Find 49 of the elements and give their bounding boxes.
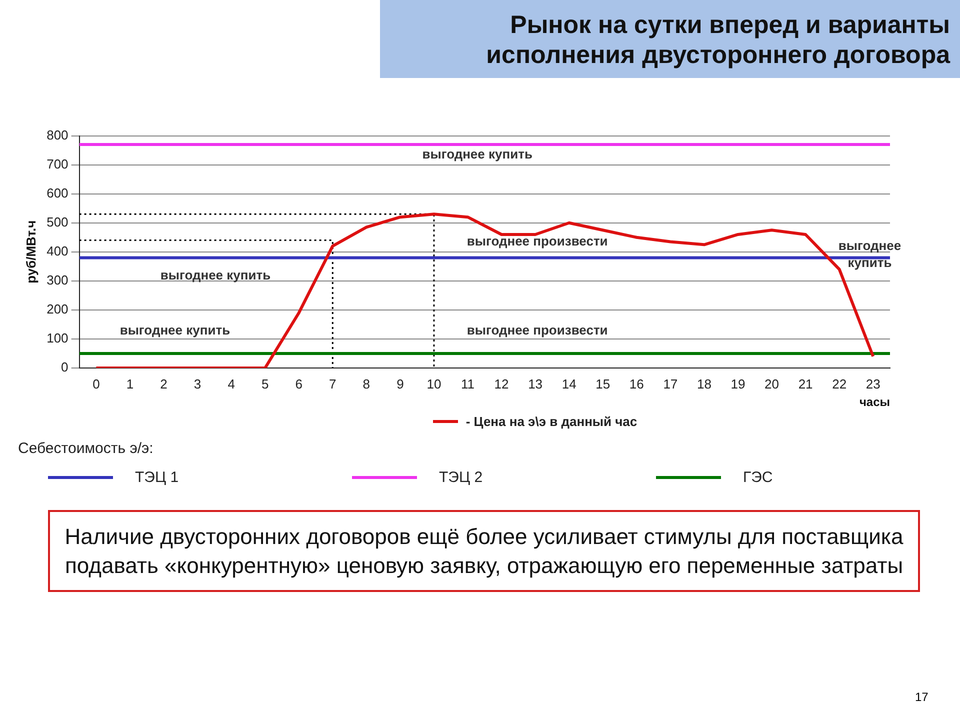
x-tick-label: 22 — [832, 376, 847, 392]
y-axis-title: руб/МВт.ч — [23, 220, 38, 284]
text: Наличие двусторонних договоров ещё более усиливает стимулы для поставщика подавать «конкурентную» ценовую заявку, отражающую его переменные затраты — [48, 510, 920, 592]
x-axis-title: часы — [859, 395, 890, 410]
text: 17 — [915, 690, 928, 704]
x-tick-label: 6 — [295, 376, 302, 392]
x-tick-label: 20 — [764, 376, 780, 392]
annotation: выгоднее купить — [838, 237, 902, 272]
x-tick-label: 19 — [730, 376, 746, 392]
x-tick-label: 15 — [596, 376, 610, 392]
x-tick-label: 9 — [396, 376, 404, 392]
x-tick-label: 1 — [126, 376, 134, 392]
x-tick-label: 8 — [362, 376, 370, 392]
x-tick-label: 7 — [329, 376, 336, 392]
x-tick-label: 21 — [798, 376, 813, 392]
legend-label: ГЭС — [743, 469, 773, 486]
x-tick-label: 4 — [228, 376, 235, 392]
y-tick-label: 200 — [46, 302, 68, 317]
x-tick-label: 16 — [629, 376, 644, 392]
y-tick-label: 700 — [46, 156, 68, 172]
x-tick-label: 13 — [528, 376, 543, 392]
x-tick-label: 14 — [562, 376, 576, 392]
x-tick-label: 11 — [461, 376, 475, 392]
x-tick-label: 12 — [494, 376, 509, 392]
x-tick-label: 0 — [92, 376, 100, 392]
x-tick-label: 2 — [160, 376, 168, 392]
annotation: выгоднее купить — [160, 266, 271, 284]
annotation: выгоднее произвести — [466, 321, 608, 338]
y-tick-label: 400 — [46, 243, 68, 258]
x-tick-label: 18 — [696, 376, 712, 392]
legend-label: ТЭЦ 1 — [135, 469, 179, 486]
annotation: выгоднее купить — [422, 146, 532, 163]
legend-label: - Цена на э\э в данный час — [466, 414, 638, 429]
y-tick-label: 100 — [46, 330, 68, 346]
legend-title: Себестоимость э/э: — [18, 440, 154, 457]
y-tick-label: 500 — [46, 214, 68, 230]
y-tick-label: 0 — [61, 360, 68, 375]
x-tick-label: 3 — [194, 376, 202, 392]
chart-title: Рынок на сутки вперед и варианты исполнения двустороннего договора — [380, 0, 960, 78]
x-tick-label: 5 — [261, 376, 269, 392]
legend-label: ТЭЦ 2 — [439, 469, 483, 486]
x-tick-label: 10 — [426, 376, 442, 392]
y-tick-label: 800 — [46, 127, 68, 142]
x-tick-label: 17 — [663, 376, 678, 392]
x-tick-label: 23 — [866, 376, 880, 392]
y-tick-label: 600 — [46, 185, 68, 200]
annotation: выгоднее купить — [120, 321, 230, 338]
annotation: выгоднее произвести — [466, 232, 608, 250]
y-tick-label: 300 — [46, 272, 68, 288]
